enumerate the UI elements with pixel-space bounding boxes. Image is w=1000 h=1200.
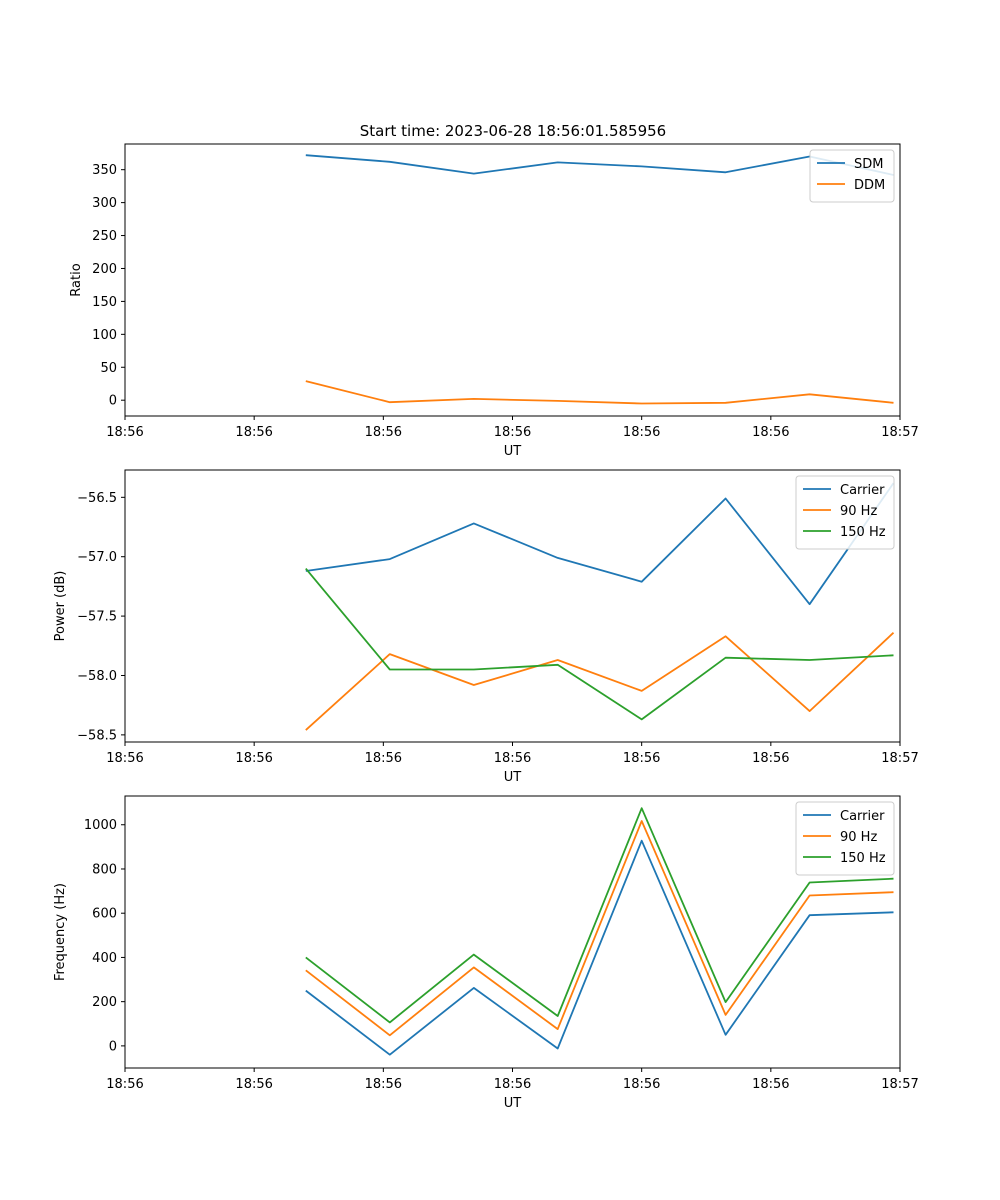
ratio-series-line-sdm: [305, 154, 894, 176]
power-y-tick-label: −58.5: [77, 728, 117, 743]
frequency-legend-label: Carrier: [840, 809, 885, 824]
ratio-x-tick-label: 18:56: [494, 425, 531, 440]
frequency-series-line-90-hz: [305, 820, 894, 1037]
frequency-y-tick-label: 400: [92, 951, 117, 966]
frequency-y-tick-label: 0: [109, 1039, 117, 1054]
frequency-x-tick-label: 18:56: [106, 1077, 143, 1092]
power-x-tick-label: 18:56: [235, 751, 272, 766]
ratio-legend: SDM DDM: [809, 149, 895, 203]
ratio-y-axis-label: Ratio: [69, 263, 84, 296]
ratio-series-line-ddm: [305, 380, 894, 405]
power-legend-label: 90 Hz: [840, 504, 877, 519]
subplot-ratio: 18:56 18:56 18:56 18:56 18:56 18:56 18:57 0 50 1…: [69, 143, 919, 459]
ratio-plot-marks: [305, 154, 894, 405]
frequency-y-tick-label: 600: [92, 907, 117, 922]
power-y-tick-label: −57.0: [77, 550, 117, 565]
power-x-tick-label: 18:56: [752, 751, 789, 766]
ratio-x-tick-label: 18:56: [235, 425, 272, 440]
power-x-ticks: 18:56 18:56 18:56 18:56 18:56 18:56 18:57: [106, 742, 919, 766]
ratio-x-tick-label: 18:56: [623, 425, 660, 440]
power-y-tick-label: −58.0: [77, 669, 117, 684]
frequency-legend: Carrier 90 Hz 150 Hz: [795, 801, 895, 876]
ratio-y-tick-label: 250: [92, 229, 117, 244]
power-x-tick-label: 18:56: [494, 751, 531, 766]
ratio-y-tick-label: 200: [92, 262, 117, 277]
ratio-y-tick-label: 100: [92, 328, 117, 343]
ratio-y-tick-label: 300: [92, 196, 117, 211]
power-y-axis-label: Power (dB): [53, 571, 68, 642]
frequency-series-line-150-hz: [305, 807, 894, 1024]
power-plot-marks: [305, 482, 895, 731]
power-legend-label: Carrier: [840, 483, 885, 498]
frequency-y-tick-label: 800: [92, 862, 117, 877]
ratio-y-ticks: 0 50 100 150 200 250 300 350: [92, 163, 125, 409]
frequency-legend-label: 150 Hz: [840, 851, 886, 866]
frequency-plot-marks: [305, 807, 894, 1056]
frequency-x-tick-label: 18:56: [752, 1077, 789, 1092]
power-y-tick-label: −56.5: [77, 491, 117, 506]
frequency-series-line-carrier: [305, 839, 894, 1056]
ratio-y-tick-label: 50: [100, 361, 117, 376]
power-x-axis-label: UT: [504, 770, 522, 785]
figure-title: Start time: 2023-06-28 18:56:01.585956: [360, 122, 666, 140]
power-y-tick-label: −57.5: [77, 610, 117, 625]
frequency-y-axis-label: Frequency (Hz): [53, 883, 68, 981]
frequency-x-tick-label: 18:56: [235, 1077, 272, 1092]
power-x-tick-label: 18:57: [881, 751, 918, 766]
frequency-x-tick-label: 18:56: [365, 1077, 402, 1092]
ratio-legend-label: DDM: [854, 178, 885, 193]
power-x-tick-label: 18:56: [106, 751, 143, 766]
ratio-x-tick-label: 18:56: [106, 425, 143, 440]
ratio-x-tick-label: 18:57: [881, 425, 918, 440]
ratio-y-tick-label: 0: [109, 394, 117, 409]
frequency-legend-label: 90 Hz: [840, 830, 877, 845]
power-y-ticks: −58.5 −58.0 −57.5 −57.0 −56.5: [77, 491, 125, 743]
power-series-line-carrier: [305, 482, 895, 606]
ratio-x-ticks: 18:56 18:56 18:56 18:56 18:56 18:56 18:57: [106, 416, 919, 440]
power-x-tick-label: 18:56: [365, 751, 402, 766]
subplot-frequency: 18:56 18:56 18:56 18:56 18:56 18:56 18:57 0 200…: [53, 795, 919, 1111]
ratio-x-tick-label: 18:56: [752, 425, 789, 440]
power-legend-label: 150 Hz: [840, 525, 886, 540]
ratio-x-axis-label: UT: [504, 444, 522, 459]
ratio-legend-label: SDM: [854, 157, 883, 172]
subplot-power: 18:56 18:56 18:56 18:56 18:56 18:56 18:57 −58.…: [53, 469, 919, 785]
power-legend: Carrier 90 Hz 150 Hz: [795, 475, 895, 550]
frequency-x-axis-label: UT: [504, 1096, 522, 1111]
frequency-x-tick-label: 18:56: [623, 1077, 660, 1092]
frequency-x-tick-label: 18:57: [881, 1077, 918, 1092]
ratio-y-tick-label: 150: [92, 295, 117, 310]
ratio-x-tick-label: 18:56: [365, 425, 402, 440]
frequency-x-tick-label: 18:56: [494, 1077, 531, 1092]
ratio-y-tick-label: 350: [92, 163, 117, 178]
power-series-line-150-hz: [305, 568, 894, 721]
frequency-y-tick-label: 1000: [84, 818, 117, 833]
frequency-x-ticks: 18:56 18:56 18:56 18:56 18:56 18:56 18:57: [106, 1068, 919, 1092]
frequency-y-tick-label: 200: [92, 995, 117, 1010]
frequency-y-ticks: 0 200 400 600 800 1000: [84, 818, 125, 1054]
power-x-tick-label: 18:56: [623, 751, 660, 766]
power-series-line-90-hz: [305, 632, 895, 731]
